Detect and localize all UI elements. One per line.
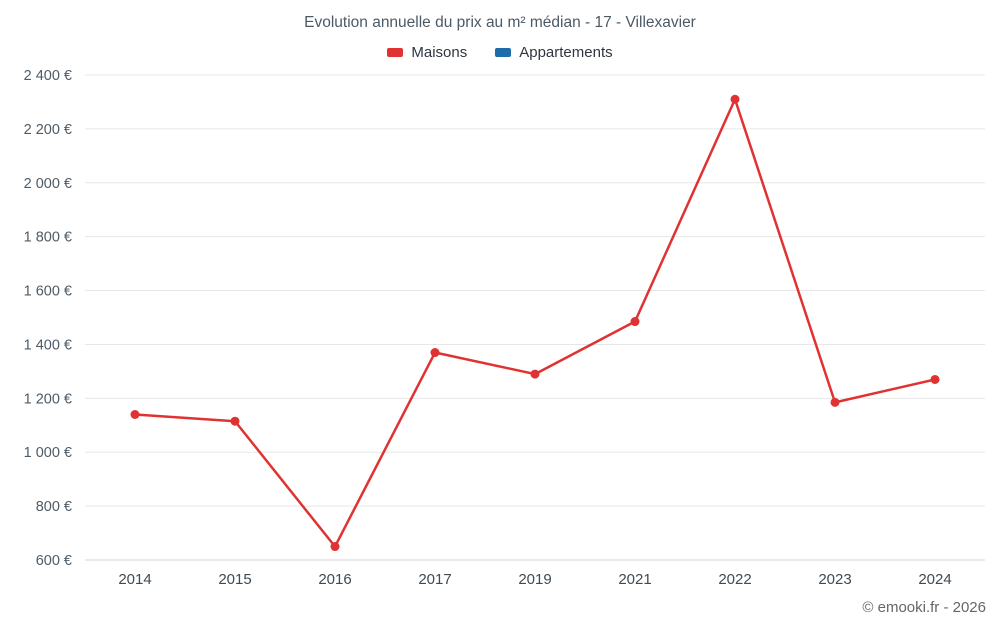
y-axis-label: 800 €: [36, 499, 72, 515]
x-axis-label: 2016: [318, 571, 351, 588]
x-axis-label: 2017: [418, 571, 451, 588]
y-axis-label: 1 400 €: [24, 337, 72, 353]
legend-item-maisons[interactable]: Maisons: [387, 44, 467, 61]
legend-label-maisons: Maisons: [411, 44, 468, 61]
maisons-data-point[interactable]: [730, 94, 740, 104]
maisons-swatch-icon: [387, 48, 404, 57]
copyright: © emooki.fr - 2026: [862, 599, 986, 616]
appartements-swatch-icon: [495, 48, 512, 57]
y-axis-label: 2 200 €: [24, 122, 72, 138]
x-axis-label: 2014: [118, 571, 151, 588]
maisons-data-point[interactable]: [330, 542, 340, 552]
legend: Maisons Appartements: [0, 44, 1000, 61]
y-axis-label: 2 400 €: [24, 68, 72, 84]
x-axis-label: 2015: [218, 571, 251, 588]
legend-label-appartements: Appartements: [519, 44, 613, 61]
maisons-data-point[interactable]: [230, 416, 240, 426]
x-axis-label: 2024: [918, 571, 951, 588]
x-axis-label: 2019: [518, 571, 551, 588]
y-axis-label: 1 200 €: [24, 391, 72, 407]
maisons-data-point[interactable]: [930, 374, 940, 384]
y-axis-label: 1 800 €: [24, 230, 72, 246]
maisons-line: [133, 98, 937, 548]
y-axis-label: 600 €: [36, 553, 72, 569]
x-axis-label: 2023: [818, 571, 851, 588]
y-axis-label: 1 000 €: [24, 445, 72, 461]
maisons-data-point[interactable]: [530, 369, 540, 379]
maisons-data-point[interactable]: [130, 410, 140, 419]
x-axis-label: 2021: [618, 571, 651, 588]
maisons-data-point[interactable]: [630, 317, 640, 327]
x-axis-label: 2022: [718, 571, 751, 588]
maisons-data-point[interactable]: [430, 348, 440, 358]
y-axis-label: 1 600 €: [24, 284, 72, 300]
chart-title: Evolution annuelle du prix au m² médian …: [304, 14, 696, 31]
maisons-data-point[interactable]: [830, 397, 840, 407]
legend-item-appartements[interactable]: Appartements: [495, 44, 613, 61]
y-axis-label: 2 000 €: [24, 176, 72, 192]
